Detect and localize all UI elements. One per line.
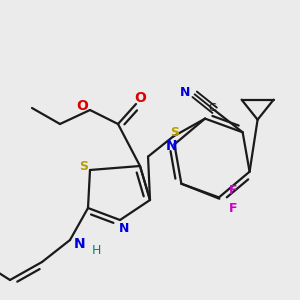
- Text: N: N: [119, 221, 129, 235]
- Text: S: S: [171, 126, 180, 139]
- Text: N: N: [166, 139, 177, 153]
- Text: C: C: [209, 103, 217, 113]
- Text: H: H: [91, 244, 101, 256]
- Text: N: N: [74, 237, 86, 251]
- Text: F: F: [229, 202, 238, 215]
- Text: O: O: [76, 99, 88, 113]
- Text: O: O: [134, 91, 146, 105]
- Text: S: S: [80, 160, 88, 172]
- Text: F: F: [229, 184, 238, 197]
- Text: N: N: [179, 86, 190, 99]
